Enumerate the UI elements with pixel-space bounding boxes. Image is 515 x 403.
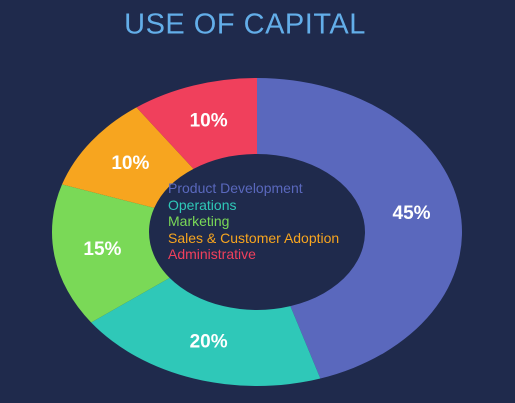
- legend-entry: Administrative: [168, 246, 256, 262]
- donut-slice: [136, 78, 257, 169]
- legend-entry: Sales & Customer Adoption: [168, 229, 340, 246]
- donut-slice: [62, 107, 194, 208]
- chart-title: USE OF CAPITAL: [124, 9, 366, 41]
- legend-entry: Product Development: [168, 180, 303, 196]
- data-label: 15%: [83, 239, 121, 260]
- data-label: 45%: [393, 203, 431, 224]
- data-label: 20%: [190, 331, 228, 352]
- donut-slice: [91, 277, 321, 386]
- data-label: 10%: [190, 111, 228, 132]
- legend: Product Development Operations Marketing Sa…: [168, 180, 350, 263]
- legend-entry: Operations: [168, 196, 237, 213]
- donut-slice: [257, 78, 462, 379]
- data-label: 10%: [111, 153, 149, 174]
- donut-slice: [52, 184, 170, 323]
- legend-entry: Marketing: [168, 213, 230, 229]
